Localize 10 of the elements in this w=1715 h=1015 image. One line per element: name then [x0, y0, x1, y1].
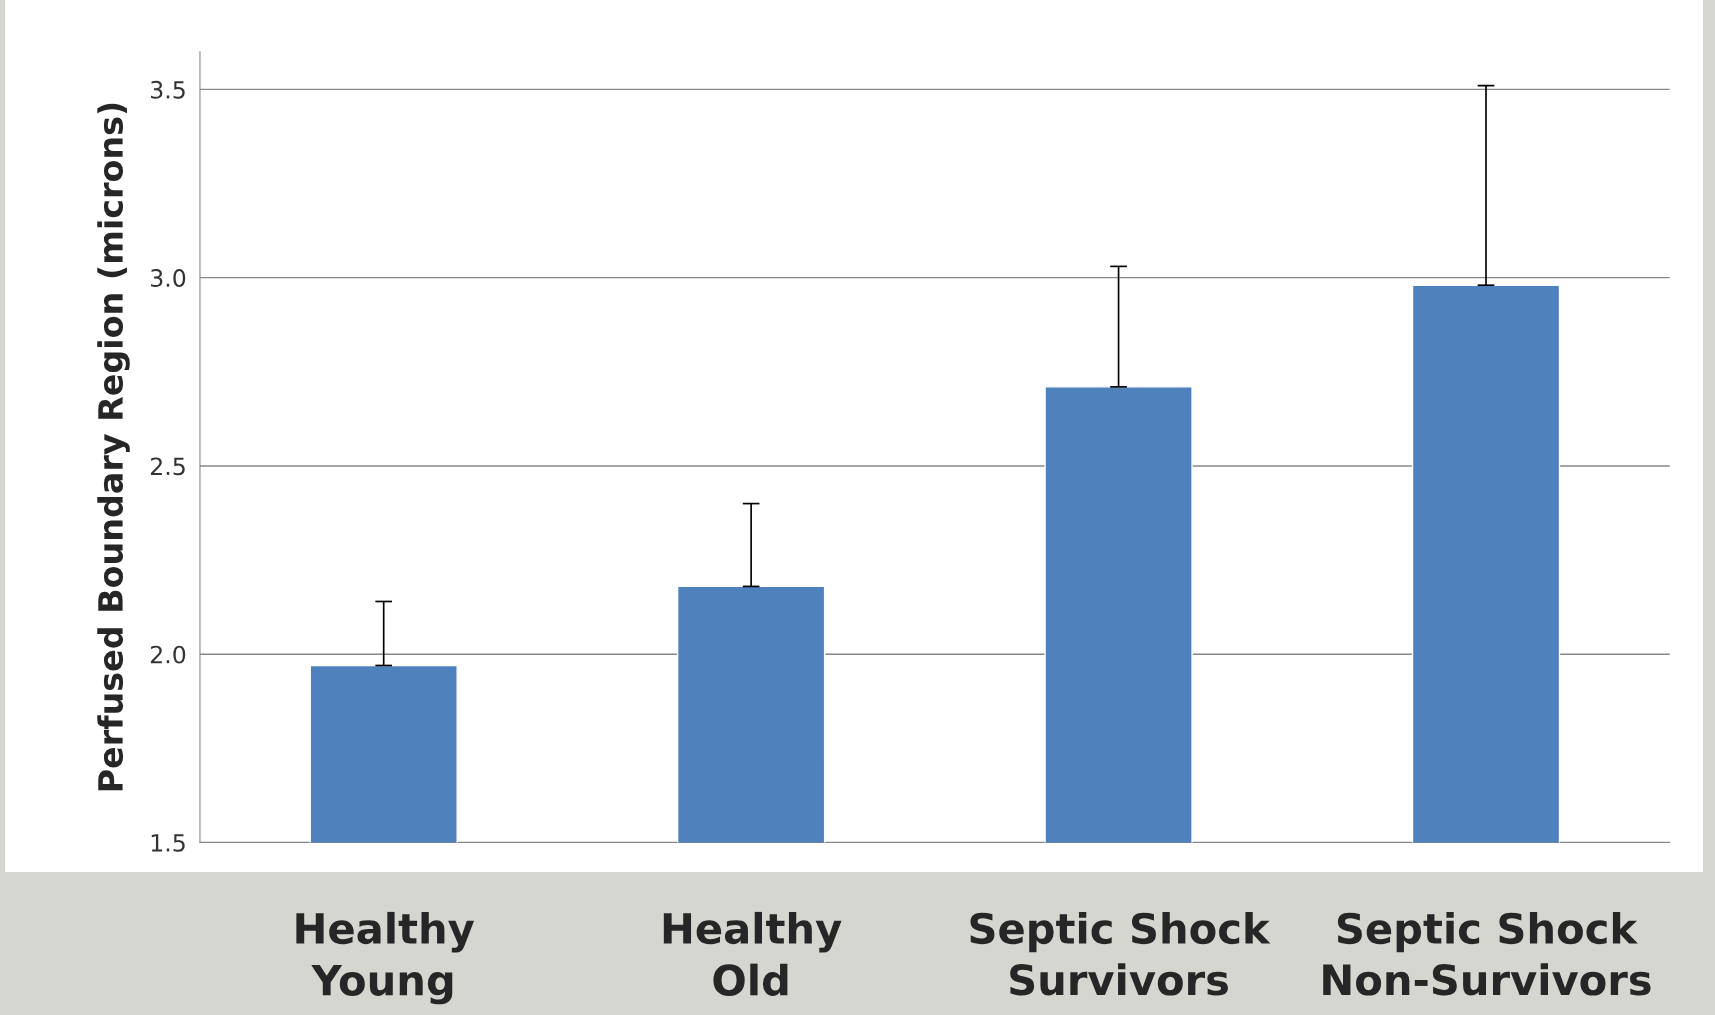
y-tick-label: 2.5	[150, 457, 185, 476]
x-tick-label: Septic Shock Non-Survivors	[1323, 911, 1651, 996]
x-tick-label: Septic Shock Survivors	[970, 911, 1271, 996]
y-tick-label: 2.0	[150, 645, 186, 664]
x-tick-label: Healthy Young	[296, 911, 475, 1005]
y-axis-title: Perfused Boundary Region (microns)	[97, 103, 130, 791]
y-tick-label: 3.5	[151, 80, 185, 99]
y-tick-label: 1.5	[151, 834, 185, 852]
x-tick-label: Healthy Old	[663, 911, 842, 996]
y-tick-label: 3.0	[151, 269, 186, 287]
